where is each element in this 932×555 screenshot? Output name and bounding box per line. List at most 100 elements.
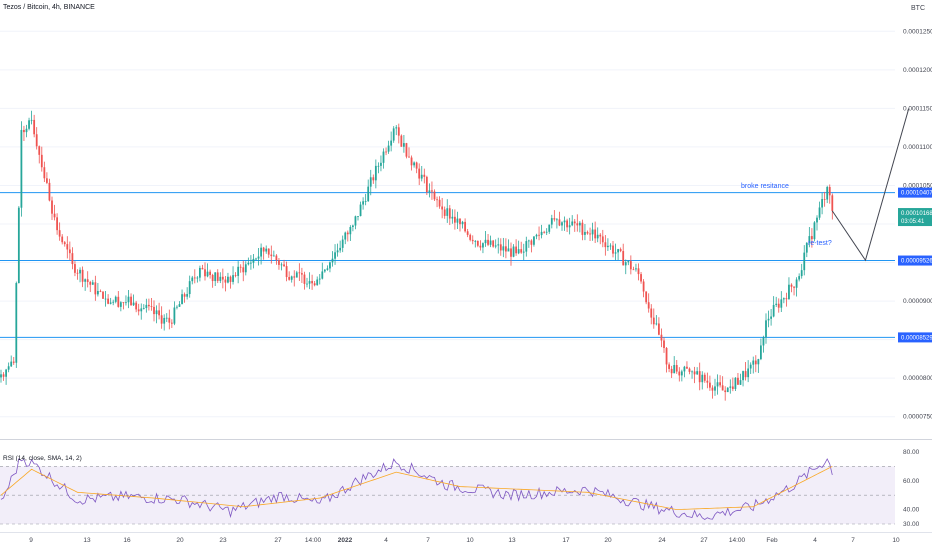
- projection-line[interactable]: [831, 108, 910, 262]
- candle[interactable]: [74, 261, 76, 277]
- candle[interactable]: [443, 206, 446, 219]
- candle[interactable]: [831, 193, 834, 220]
- candle[interactable]: [714, 378, 716, 396]
- candle[interactable]: [484, 231, 487, 247]
- candle[interactable]: [599, 233, 602, 245]
- candle[interactable]: [397, 123, 400, 144]
- candle[interactable]: [117, 291, 120, 308]
- candle[interactable]: [489, 235, 492, 248]
- candle[interactable]: [346, 230, 349, 242]
- candle[interactable]: [99, 289, 102, 293]
- candle[interactable]: [604, 235, 607, 256]
- candle[interactable]: [400, 134, 403, 147]
- candle[interactable]: [586, 230, 589, 235]
- candle[interactable]: [744, 362, 747, 381]
- candle[interactable]: [224, 276, 227, 292]
- candle[interactable]: [459, 218, 461, 232]
- candle[interactable]: [329, 261, 331, 273]
- candle[interactable]: [216, 269, 219, 284]
- candle[interactable]: [160, 306, 163, 329]
- candle[interactable]: [535, 233, 538, 240]
- candle[interactable]: [479, 240, 482, 251]
- candle[interactable]: [724, 386, 727, 401]
- candle[interactable]: [122, 302, 125, 310]
- candle[interactable]: [165, 313, 168, 323]
- candle[interactable]: [788, 277, 790, 300]
- candle[interactable]: [201, 264, 204, 270]
- candle[interactable]: [135, 300, 138, 313]
- candle[interactable]: [206, 263, 209, 278]
- candle[interactable]: [311, 274, 313, 290]
- candle[interactable]: [38, 145, 41, 164]
- candle[interactable]: [30, 110, 33, 125]
- candle[interactable]: [573, 218, 576, 232]
- candle[interactable]: [510, 242, 512, 266]
- candle[interactable]: [828, 184, 831, 204]
- candle[interactable]: [323, 269, 326, 273]
- candle[interactable]: [466, 228, 469, 238]
- candle[interactable]: [97, 282, 99, 297]
- candle[interactable]: [525, 236, 528, 257]
- candle[interactable]: [785, 292, 788, 307]
- candle[interactable]: [173, 301, 176, 326]
- candle[interactable]: [522, 243, 525, 261]
- candle[interactable]: [502, 237, 505, 258]
- candle[interactable]: [691, 370, 693, 379]
- candle[interactable]: [550, 214, 553, 229]
- candle[interactable]: [576, 214, 579, 232]
- candle[interactable]: [415, 161, 418, 174]
- candle[interactable]: [688, 367, 691, 375]
- candle[interactable]: [33, 114, 36, 138]
- candle[interactable]: [413, 161, 415, 168]
- candle[interactable]: [703, 372, 706, 383]
- candle[interactable]: [698, 362, 701, 391]
- candle[interactable]: [438, 196, 441, 209]
- candle[interactable]: [244, 261, 247, 276]
- candle[interactable]: [5, 368, 7, 385]
- candle[interactable]: [627, 260, 630, 266]
- candle[interactable]: [84, 278, 87, 291]
- candle[interactable]: [145, 298, 148, 313]
- candle[interactable]: [566, 218, 568, 233]
- candle[interactable]: [683, 365, 686, 378]
- candle[interactable]: [673, 356, 676, 374]
- candle[interactable]: [823, 191, 826, 207]
- candle[interactable]: [158, 302, 160, 320]
- candle[interactable]: [181, 289, 183, 305]
- candle[interactable]: [318, 274, 321, 285]
- candle[interactable]: [285, 261, 288, 282]
- candle[interactable]: [344, 231, 347, 245]
- candle[interactable]: [12, 356, 15, 365]
- candle[interactable]: [295, 270, 298, 278]
- candle[interactable]: [390, 131, 393, 152]
- candle[interactable]: [594, 221, 597, 244]
- candle[interactable]: [150, 298, 153, 311]
- candle[interactable]: [178, 301, 181, 308]
- candle[interactable]: [640, 271, 642, 284]
- candle[interactable]: [795, 277, 798, 297]
- candle[interactable]: [168, 309, 171, 330]
- candle[interactable]: [805, 241, 808, 258]
- candle[interactable]: [609, 243, 612, 250]
- candle[interactable]: [821, 192, 823, 215]
- candle[interactable]: [655, 315, 658, 326]
- candle[interactable]: [711, 385, 714, 399]
- candle[interactable]: [221, 268, 224, 289]
- candle[interactable]: [303, 271, 306, 290]
- candle[interactable]: [775, 296, 778, 307]
- candle[interactable]: [109, 297, 112, 305]
- candle[interactable]: [132, 294, 135, 306]
- candle[interactable]: [652, 308, 655, 329]
- candle[interactable]: [543, 230, 546, 234]
- candle[interactable]: [663, 337, 665, 353]
- candle[interactable]: [693, 366, 696, 384]
- candle[interactable]: [726, 387, 729, 393]
- candle[interactable]: [760, 338, 762, 361]
- candle[interactable]: [568, 217, 571, 235]
- candle[interactable]: [51, 196, 53, 220]
- candle[interactable]: [665, 347, 668, 373]
- candle[interactable]: [420, 165, 423, 182]
- candle[interactable]: [293, 270, 296, 287]
- candle[interactable]: [454, 209, 456, 230]
- candle[interactable]: [813, 221, 816, 242]
